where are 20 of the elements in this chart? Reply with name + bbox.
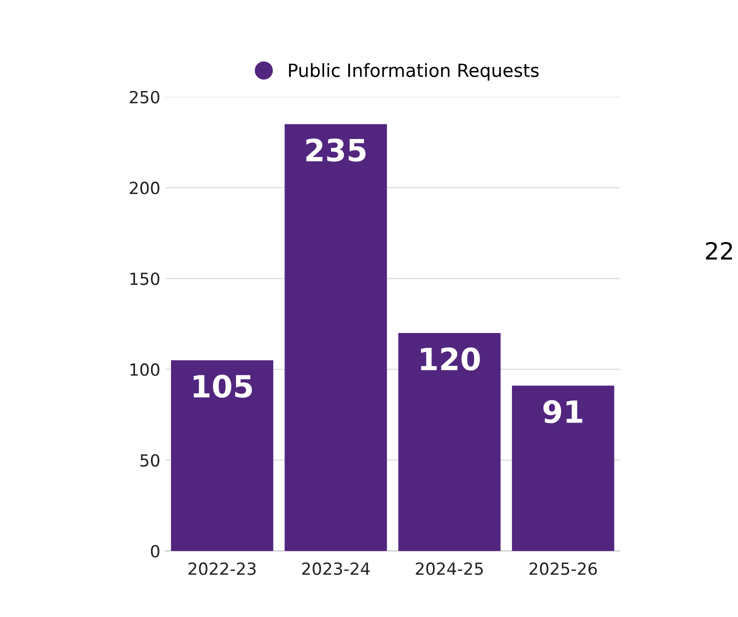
bar (284, 124, 387, 551)
legend-label: Public Information Requests (289, 63, 539, 81)
y-tick-label: 50 (140, 454, 160, 467)
x-tick-label: 2025-26 (529, 562, 597, 575)
y-tick-label: 250 (130, 90, 160, 104)
bar (512, 386, 614, 551)
data-label: 105 (194, 374, 252, 398)
data-label: 235 (306, 138, 366, 162)
bar (170, 360, 274, 551)
x-tick-label: 2024-25 (416, 562, 483, 575)
y-tick-label: 150 (130, 272, 160, 286)
bar (398, 333, 501, 551)
x-tick-label: 2023-24 (302, 562, 370, 575)
data-label: 91 (543, 400, 582, 424)
x-tick-label: 2022-23 (188, 562, 256, 575)
y-tick-label: 200 (130, 182, 160, 194)
data-label: 120 (421, 347, 480, 371)
text: 22 (706, 242, 732, 260)
y-tick-label: 0 (150, 544, 160, 558)
y-tick-label: 100 (130, 363, 160, 376)
